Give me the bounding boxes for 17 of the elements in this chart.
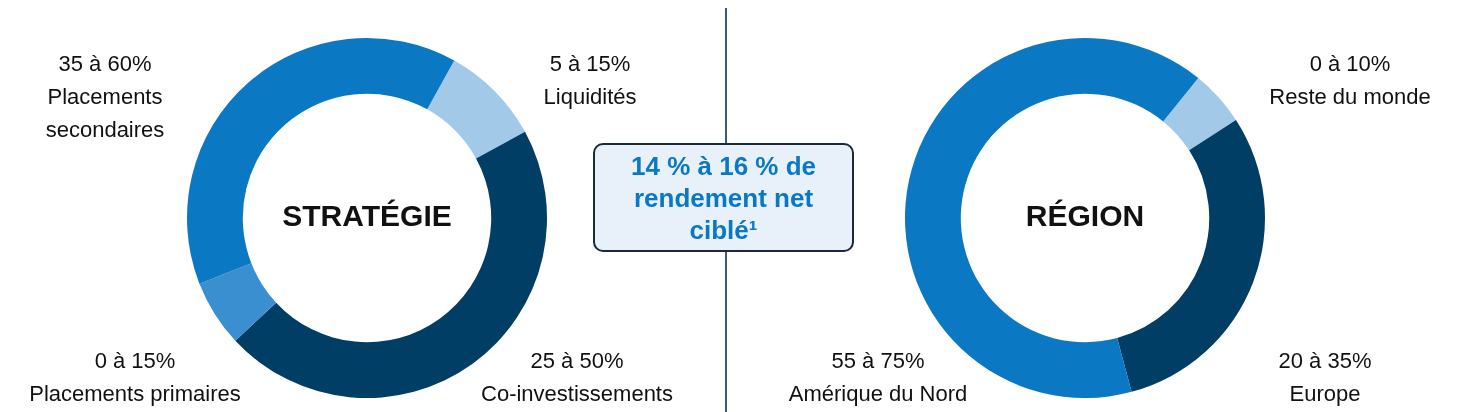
slice-label: Placements secondaires (45, 84, 165, 143)
text: 0 à 15% (94, 348, 176, 374)
text: 25 à 50% (530, 348, 624, 374)
slice-label: Reste du monde (1269, 84, 1431, 110)
text: RÉGION (1025, 199, 1145, 233)
slice-label: Co-investissements (481, 381, 673, 407)
slice-label: Placements primaires (29, 381, 241, 407)
slice-label: Europe (1289, 381, 1361, 407)
text: 35 à 60% (58, 51, 152, 77)
text: 20 à 35% (1278, 348, 1372, 374)
text: 14 % à 16 % de rendement net ciblé¹ (593, 143, 854, 252)
text: 5 à 15% (549, 51, 631, 77)
text: STRATÉGIE (282, 199, 452, 233)
text: 55 à 75% (831, 348, 925, 374)
slice-label: Amérique du Nord (788, 381, 968, 407)
text: 0 à 10% (1309, 51, 1391, 77)
slice-label: Liquidités (543, 84, 637, 110)
